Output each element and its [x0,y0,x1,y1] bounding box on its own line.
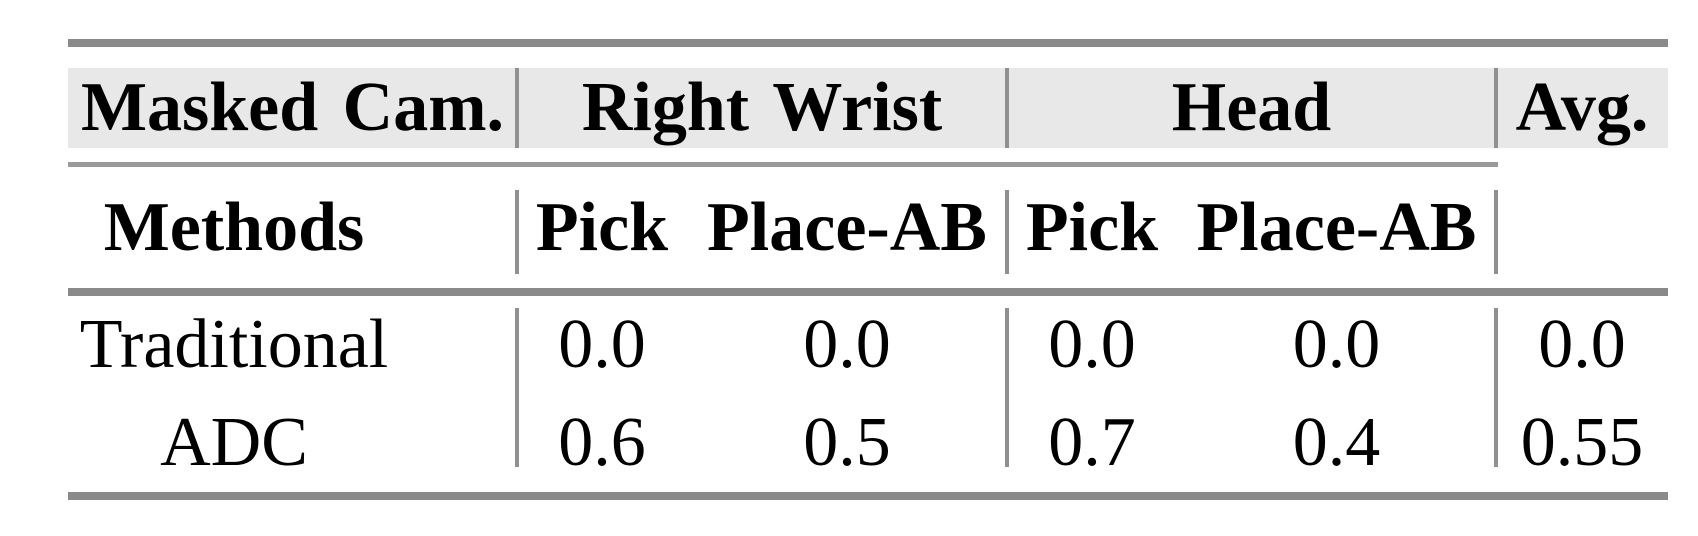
header-cell-head: Head [1171,69,1332,146]
column-separator [1005,68,1009,148]
table-top-rule [68,39,1668,47]
value-cell-rw-place-ab: 0.0 [803,306,891,383]
header-cell-right-wrist: Right Wrist [581,69,943,146]
value-cell-rw-pick: 0.0 [558,306,646,383]
column-separator [515,308,519,467]
header-cell-methods: Methods [103,188,365,266]
header-row1-background [68,68,1668,148]
value-cell-head-place-ab: 0.0 [1292,306,1381,383]
column-separator [1494,68,1498,148]
column-separator [1494,308,1498,467]
method-cell-adc: ADC [160,404,308,481]
header-cell-rw-pick: Pick [535,188,669,266]
value-cell-head-pick: 0.0 [1048,306,1136,383]
header-mid-rule [68,162,1498,167]
header-cell-masked-cam: Masked Cam. [80,69,505,146]
value-cell-head-pick: 0.7 [1048,404,1136,481]
header-cell-head-place-ab: Place-AB [1196,188,1477,266]
column-separator [515,190,519,274]
header-cell-rw-place-ab: Place-AB [707,188,987,266]
column-separator [1005,190,1009,274]
method-cell-traditional: Traditional [79,306,389,383]
value-cell-rw-pick: 0.6 [558,404,646,481]
table-bottom-rule [68,492,1668,500]
table-mid-rule [68,288,1668,296]
header-cell-head-pick: Pick [1025,188,1159,266]
value-cell-rw-place-ab: 0.5 [803,404,891,481]
column-separator [1494,190,1498,274]
value-cell-head-place-ab: 0.4 [1292,404,1381,481]
value-cell-avg: 0.0 [1538,306,1626,383]
value-cell-avg: 0.55 [1520,404,1644,481]
column-separator [515,68,519,148]
column-separator [1005,308,1009,467]
header-cell-avg: Avg. [1515,69,1649,146]
